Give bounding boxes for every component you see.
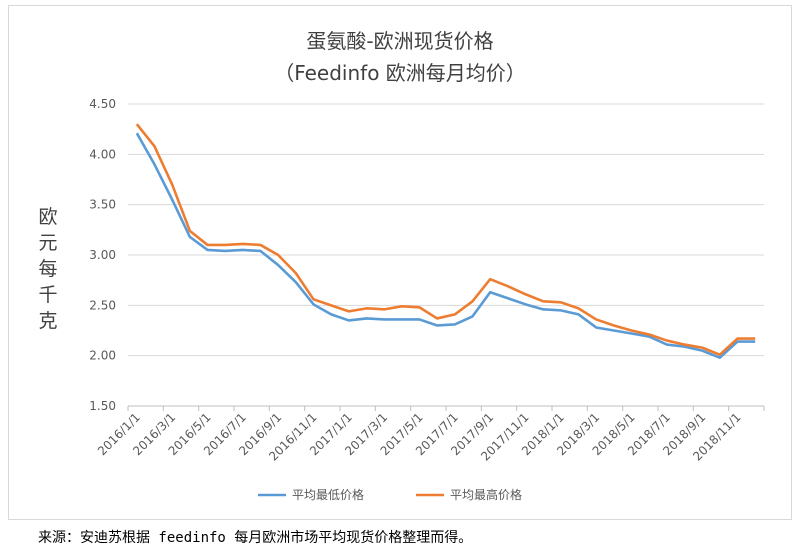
- legend-label: 平均最低价格: [292, 487, 364, 502]
- y-tick-label: 2.50: [89, 298, 116, 312]
- y-tick-label: 3.50: [89, 198, 116, 212]
- y-axis-label: 欧元每千克: [38, 206, 58, 332]
- chart-title: 蛋氨酸-欧洲现货价格: [306, 29, 493, 53]
- series-line-low: [135, 132, 756, 359]
- y-tick-label: 3.00: [89, 248, 116, 262]
- y-tick-label: 1.50: [89, 399, 116, 413]
- series-line-high: [135, 123, 756, 356]
- y-tick-label: 4.50: [89, 97, 116, 111]
- legend-label: 平均最高价格: [450, 487, 522, 502]
- y-tick-label: 4.00: [89, 147, 116, 161]
- y-tick-label: 2.00: [89, 349, 116, 363]
- chart-frame: [8, 5, 792, 520]
- chart-subtitle: （Feedinfo 欧洲每月均价）: [274, 61, 526, 85]
- source-note: 来源：安迪苏根据 feedinfo 每月欧洲市场平均现货价格整理而得。: [38, 530, 473, 546]
